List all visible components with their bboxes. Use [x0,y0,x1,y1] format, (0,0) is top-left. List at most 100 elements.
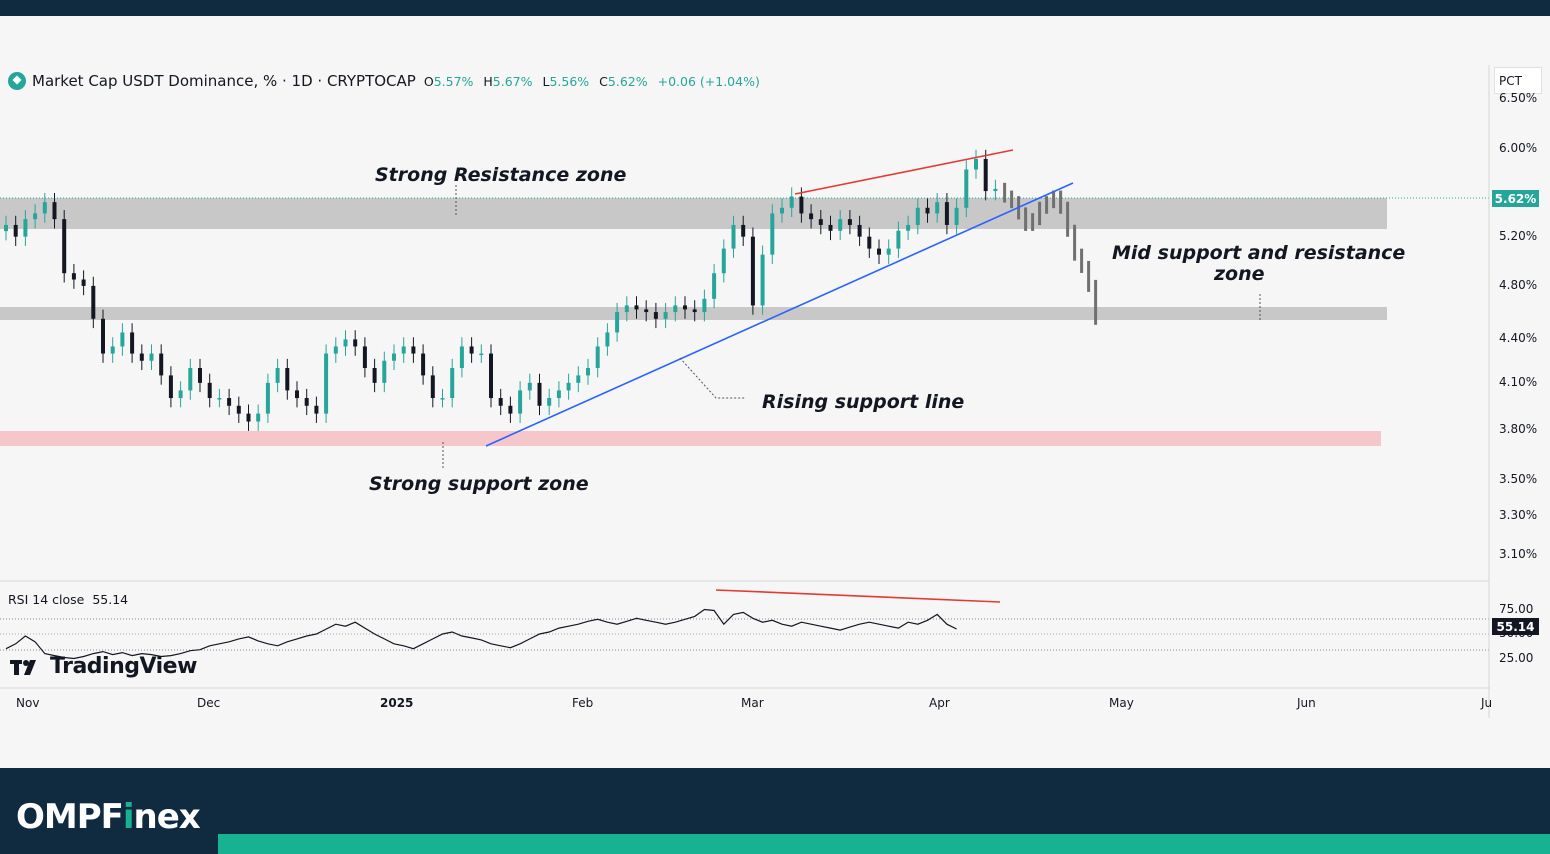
candle-body [139,353,144,361]
resistance-annotation: Strong Resistance zone [375,164,627,186]
tradingview-logo-icon [10,657,44,677]
candle-body [440,398,445,400]
candle-body [634,305,639,310]
candle-body [576,375,581,383]
candle-body [42,202,47,214]
rsi-value-badge: 55.14 [1492,618,1539,635]
candle-body [537,382,542,406]
candle-body [91,285,96,319]
candle-body [13,224,18,237]
candle-body [52,202,57,220]
candle-body [469,346,474,354]
candle-body [392,353,396,361]
candle-body [149,353,154,361]
candle-body [789,196,794,208]
projection-bar [1024,207,1028,231]
rsi-tick-label: 75.00 [1499,601,1534,616]
candle-body [925,207,930,214]
candle-body [23,219,28,237]
candle-body [896,230,901,249]
candle-body [644,309,649,313]
candle-body [906,224,911,231]
mid-annotation-line1: Mid support and resistance [1112,242,1406,264]
projection-bar [1038,201,1042,226]
candle-body [721,248,726,274]
projection-bar [1052,190,1056,209]
candle-body [624,305,629,313]
candle-body [838,219,843,231]
candle-body [673,305,678,313]
support-zone [0,431,1381,446]
candle-body [372,368,377,383]
open-value: 5.57% [433,73,474,89]
candle-body [586,368,590,376]
candle-body [4,224,8,232]
projection-bar [1087,260,1091,292]
candle-body [159,353,164,376]
candle-body [663,312,668,319]
low-key: L [542,73,550,89]
candle-body [954,207,959,225]
candle-body [285,368,290,391]
candle-body [877,248,881,255]
candle-body [867,236,872,249]
projection-bar [1031,213,1035,231]
price-tick-label: 5.20% [1499,228,1538,243]
footer-accent [218,834,1550,854]
change-value: +0.06 (+1.04%) [657,73,760,89]
candle-body [915,207,920,225]
candle-body [653,312,658,319]
candle-body [518,390,523,414]
candle-body [130,332,135,354]
candle-body [401,346,406,354]
candle-body [382,360,387,383]
candle-body [993,188,998,192]
candle-body [750,236,755,306]
candle-body [479,353,484,356]
candle-body [818,219,823,225]
projection-bar [1080,248,1084,273]
rising-arrow [679,357,745,399]
scale-unit-button[interactable]: PCT [1494,67,1542,94]
candle-body [314,405,319,414]
symbol-title[interactable]: Market Cap USDT Dominance, % · 1D · CRYP… [32,72,416,90]
candle-body [886,248,891,255]
candle-body [799,196,804,214]
candle-body [770,213,775,255]
current-price-badge: 5.62% [1492,190,1539,207]
candles [4,149,998,431]
candle-body [110,346,115,354]
candle-body [362,346,367,369]
candle-body [256,413,261,422]
candle-body [430,375,435,399]
rsi-label[interactable]: RSI 14 close [8,592,85,607]
candle-body [615,312,620,333]
candle-body [227,398,232,406]
price-tick-label: 6.00% [1499,140,1538,155]
candle-body [459,346,464,369]
mid-zone [0,307,1387,320]
candle-body [605,332,610,347]
top-bar [0,0,1550,16]
candle-body [246,413,251,422]
close-key: C [599,73,608,89]
price-chart[interactable] [0,0,1550,768]
chart-legend: Market Cap USDT Dominance, % · 1D · CRYP… [8,72,766,90]
candle-body [168,375,173,399]
close-value: 5.62% [607,73,648,89]
brand-logo: OMPFinex [16,797,201,837]
candle-body [101,318,105,354]
candle-body [353,339,358,347]
rsi-divergence-line [715,589,1001,603]
main-pane-bg [0,65,1489,580]
candle-body [702,298,707,313]
candle-body [692,309,697,313]
price-tick-label: 4.10% [1499,374,1538,389]
price-tick-label: 3.50% [1499,472,1538,487]
candle-body [71,273,76,280]
candle-body [683,305,687,310]
candle-body [411,346,416,354]
projection-bar [1066,201,1070,237]
candle-body [324,353,329,414]
time-tick-label: Apr [929,696,950,710]
